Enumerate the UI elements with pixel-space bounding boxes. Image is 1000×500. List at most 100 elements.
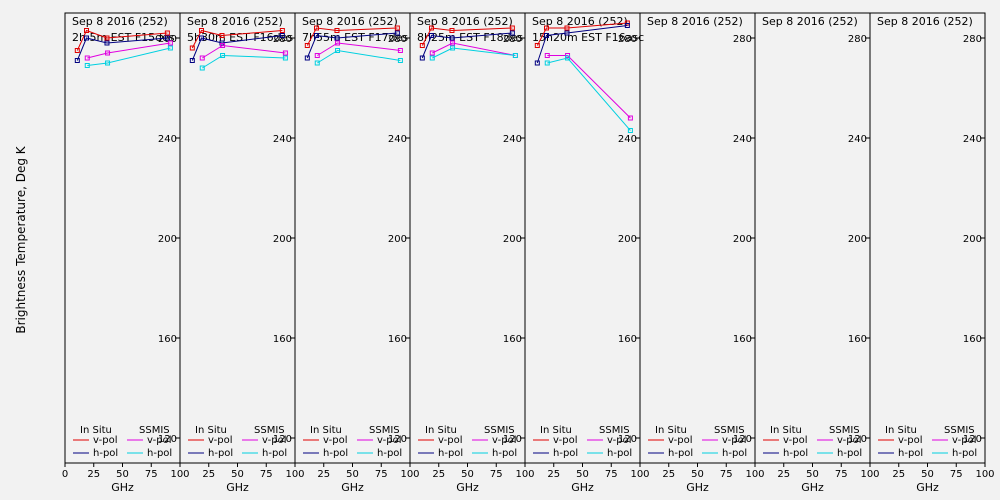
legend-label: h-pol [438,448,463,459]
data-point [335,48,341,53]
series-line [421,27,513,46]
legend-label: v-pol [377,435,402,446]
panel-title: Sep 8 2016 (252) [417,15,513,28]
y-tick-label: 120 [503,434,522,445]
series-line [317,42,401,56]
x-axis-label: GHz [341,481,364,494]
series-line [547,55,631,119]
x-tick-label: 75 [835,469,848,480]
legend-header-insitu: In Situ [310,425,342,436]
series-line [432,47,516,59]
data-point [104,40,110,46]
x-tick-label: 50 [461,469,474,480]
legend-header-ssmis: SSMIS [139,425,170,436]
data-point [624,23,630,28]
x-tick-label: 25 [202,469,215,480]
data-point [314,25,320,31]
data-point [397,58,403,63]
y-tick-label: 240 [848,134,867,145]
series-line [87,47,171,66]
x-tick-label: 50 [806,469,819,480]
y-tick-label: 200 [503,234,522,245]
panel-7: 120 160 200 240 280 25 50 75 100 GHz Sep 8 2016 (2… [754,12,880,494]
x-tick-label: 100 [975,469,994,480]
data-point [189,45,195,51]
series-line [202,54,286,69]
y-tick-label: 120 [158,434,177,445]
x-tick-label: 25 [662,469,675,480]
x-tick-label: 25 [777,469,790,480]
x-tick-label: 100 [860,469,879,480]
legend-label: h-pol [93,448,118,459]
data-point [164,35,170,41]
data-point [429,50,435,56]
series-line [536,25,628,64]
series-line [432,42,516,56]
legend-label: h-pol [323,448,348,459]
data-point [544,53,550,58]
data-point [84,35,90,41]
legend-label: h-pol [208,448,233,459]
data-point [334,35,340,41]
x-tick-label: 75 [145,469,158,480]
data-point [199,35,205,41]
data-point [164,30,170,36]
data-point [564,30,570,36]
x-tick-label: 100 [515,469,534,480]
data-point [167,45,173,51]
y-tick-label: 280 [848,34,867,45]
y-tick-label: 160 [733,334,752,345]
legend-header-ssmis: SSMIS [369,425,400,436]
y-tick-label: 280 [733,34,752,45]
data-point [334,28,340,33]
data-point [565,55,571,61]
x-tick-label: 50 [576,469,589,480]
legend-header-insitu: In Situ [80,425,112,436]
legend-label: h-pol [668,448,693,459]
legend-label: h-pol [783,448,808,459]
legend-label: h-pol [898,448,923,459]
legend-label: h-pol [837,448,862,459]
data-point [509,25,515,31]
data-point [282,55,288,61]
panel-title: Sep 8 2016 (252) [72,15,168,28]
data-point [304,43,310,48]
y-tick-label: 120 [388,434,407,445]
legend-header-ssmis: SSMIS [944,425,975,436]
y-tick-label: 120 [273,434,292,445]
legend-label: h-pol [952,448,977,459]
x-tick-label: 100 [285,469,304,480]
series-line [191,29,283,49]
data-point [220,43,226,48]
series-line [306,27,398,46]
panel-6: 120 160 200 240 280 25 50 75 100 GHz Sep 8 2016 (2… [639,12,765,494]
x-tick-label: 25 [432,469,445,480]
x-axis-label: GHz [801,481,824,494]
data-point [167,40,173,46]
y-tick-label: 240 [503,134,522,145]
y-tick-label: 120 [963,434,982,445]
panel-title: Sep 8 2016 (252) [187,15,283,28]
x-tick-label: 50 [231,469,244,480]
x-tick-label: 75 [605,469,618,480]
x-axis-label: GHz [686,481,709,494]
data-point [74,48,80,53]
data-point [450,45,456,51]
legend-header-insitu: In Situ [885,425,917,436]
data-point [279,33,285,38]
legend-label: v-pol [93,435,118,446]
panel-4: 120 160 200 240 280 25 50 75 100 GHz Sep 8 2016 (2… [409,12,535,494]
data-point [104,35,110,41]
x-tick-label: 50 [116,469,129,480]
data-point [564,25,570,31]
data-point [74,58,80,63]
x-tick-label: 100 [400,469,419,480]
series-line [76,29,168,51]
data-point [512,53,518,58]
legend-label: h-pol [262,448,287,459]
legend-label: v-pol [668,435,693,446]
y-tick-label: 200 [158,234,177,245]
legend-label: v-pol [208,435,233,446]
